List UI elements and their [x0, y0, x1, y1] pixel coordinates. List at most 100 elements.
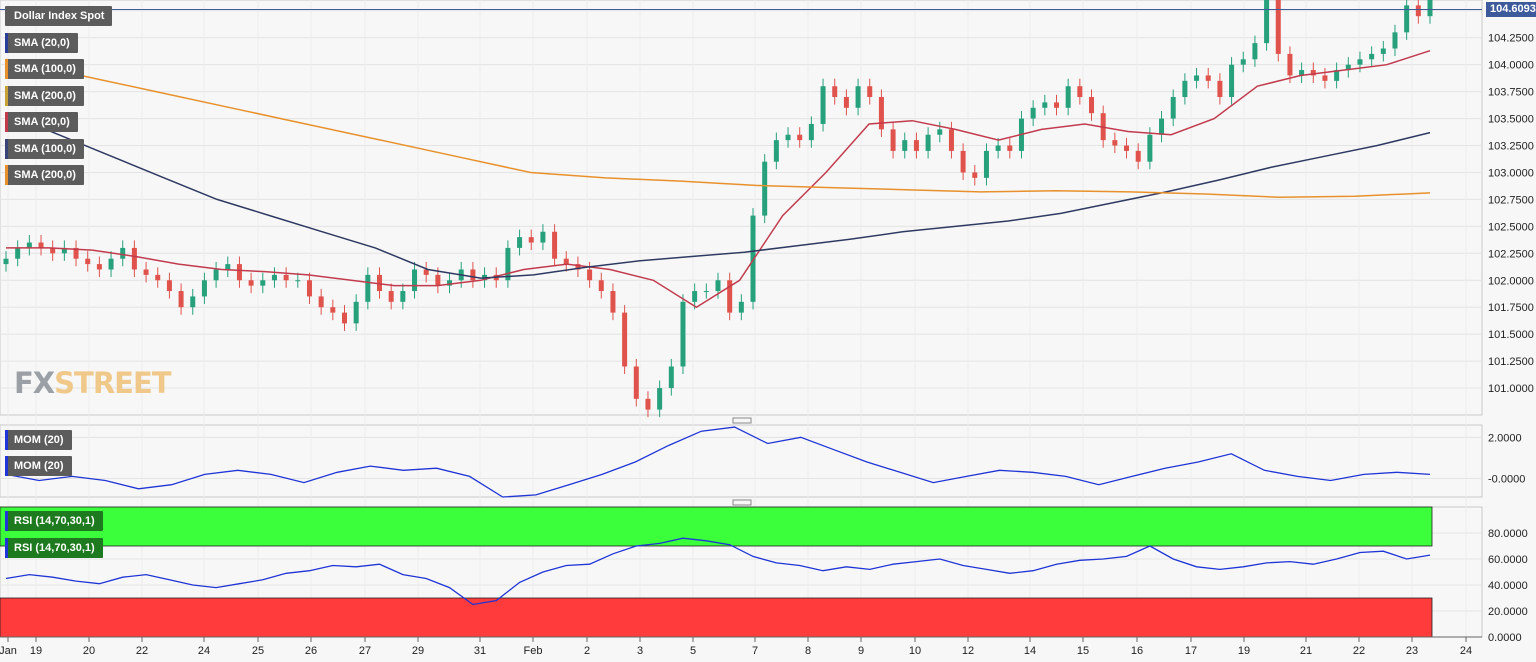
candle-body — [1030, 107, 1036, 119]
pane-resize-handle[interactable] — [732, 499, 752, 506]
candle-body — [1299, 70, 1305, 76]
y-tick-label: 102.5000 — [1488, 221, 1534, 233]
legend-mom-a[interactable]: MOM (20) — [5, 430, 72, 450]
x-tick-label: 5 — [690, 645, 696, 657]
y-tick-label: 103.0000 — [1488, 167, 1534, 179]
legend-sma-100-a[interactable]: SMA (100,0) — [5, 59, 84, 79]
x-tick-label: 20 — [83, 645, 95, 657]
y-tick-label: 101.7500 — [1488, 302, 1534, 314]
x-axis: Jan 19 20 22 24 25 26 27 29 31 Feb 2 3 5 7 8 9 10 12 14 15 16… — [0, 636, 1482, 657]
x-tick-label: 26 — [305, 645, 317, 657]
legend-rsi-b[interactable]: RSI (14,70,30,1) — [5, 538, 103, 558]
candle-body — [517, 237, 523, 248]
y-tick-label: 101.2500 — [1488, 356, 1534, 368]
x-tick-label: 2 — [584, 645, 590, 657]
candle-body — [388, 291, 394, 302]
x-tick-label: 15 — [1077, 645, 1089, 657]
candle-body — [937, 129, 943, 135]
candle-body — [995, 145, 1001, 151]
candle-body — [1229, 64, 1235, 98]
candle-body — [201, 280, 207, 297]
candle-body — [1124, 145, 1130, 151]
y-tick-label: 103.2500 — [1488, 141, 1534, 153]
candle-body — [1194, 75, 1200, 81]
candle-body — [1042, 102, 1048, 108]
candle-body — [948, 129, 954, 151]
candle-body — [680, 301, 686, 367]
candle-body — [1089, 97, 1095, 114]
candle-body — [155, 274, 161, 281]
rsi-tick-label: 20.0000 — [1488, 606, 1528, 618]
candle-body — [61, 247, 67, 254]
candle-body — [1404, 5, 1410, 33]
instrument-label[interactable]: Dollar Index Spot — [5, 6, 113, 26]
legend-sma-100-b[interactable]: SMA (100,0) — [5, 139, 84, 159]
candle-body — [773, 140, 779, 162]
oversold-zone — [0, 597, 1433, 638]
x-tick-label: Jan — [0, 645, 17, 657]
candle-body — [552, 231, 558, 259]
candle-body — [913, 140, 919, 151]
candle-body — [832, 86, 838, 98]
mom-panel — [0, 424, 1483, 498]
sma-line — [5, 112, 1431, 279]
legend-label: RSI (14,70,30,1) — [14, 542, 95, 554]
candle-body — [1369, 53, 1375, 60]
candle-body — [1310, 70, 1316, 76]
candle-body — [890, 129, 896, 151]
candle-body — [143, 269, 149, 275]
candle-body — [785, 134, 791, 141]
rsi-tick-label: 60.0000 — [1488, 554, 1528, 566]
candle-body — [470, 269, 476, 281]
candle-body — [400, 291, 406, 302]
x-tick-label: 31 — [474, 645, 486, 657]
candle-body — [762, 161, 768, 216]
candle-body — [703, 291, 709, 293]
candle-body — [1065, 86, 1071, 108]
x-tick-label: 16 — [1131, 645, 1143, 657]
candle-body — [738, 301, 744, 313]
candle-body — [1357, 59, 1363, 65]
legend-mom-b[interactable]: MOM (20) — [5, 456, 72, 476]
candle-body — [341, 312, 347, 324]
legend-sma-200-b[interactable]: SMA (200,0) — [5, 165, 84, 185]
candle-body — [15, 247, 21, 259]
candle-body — [1077, 86, 1083, 98]
candle-body — [505, 247, 511, 281]
x-tick-label: 27 — [359, 645, 371, 657]
candle-body — [271, 274, 277, 281]
candle-body — [1392, 32, 1398, 49]
y-tick-label: 102.7500 — [1488, 194, 1534, 206]
candle-body — [1159, 118, 1165, 135]
legend-sma-20-a[interactable]: SMA (20,0) — [5, 33, 78, 53]
x-tick-label: 22 — [1353, 645, 1365, 657]
legend-label: SMA (100,0) — [14, 63, 76, 75]
candle-body — [972, 172, 978, 178]
legend-sma-200-a[interactable]: SMA (200,0) — [5, 86, 84, 106]
y-tick-label: 102.2500 — [1488, 248, 1534, 260]
legend-sma-20-b[interactable]: SMA (20,0) — [5, 112, 78, 132]
candle-body — [645, 398, 651, 410]
candle-body — [377, 274, 383, 292]
x-tick-label: 10 — [909, 645, 921, 657]
sma-line — [5, 58, 1431, 199]
y-axis: 101.0000 101.2500 101.5000 101.7500 102.0000… — [1488, 6, 1534, 644]
candle-body — [622, 312, 628, 367]
candle-body — [236, 264, 242, 281]
candle-body — [108, 258, 114, 270]
legend-label: SMA (200,0) — [14, 169, 76, 181]
x-tick-label: 23 — [1406, 645, 1418, 657]
x-tick-label: 8 — [805, 645, 811, 657]
candle-body — [1345, 64, 1351, 71]
y-tick-label: 101.0000 — [1488, 383, 1534, 395]
candle-body — [318, 296, 324, 308]
candle-body — [692, 291, 698, 302]
rsi-tick-label: 40.0000 — [1488, 580, 1528, 592]
candle-body — [178, 291, 184, 308]
candle-body — [1112, 140, 1118, 146]
legend-rsi-a[interactable]: RSI (14,70,30,1) — [5, 511, 103, 531]
pane-resize-handle[interactable] — [732, 417, 752, 424]
candle-body — [447, 280, 453, 286]
candle-body — [1380, 48, 1386, 54]
candle-body — [1322, 75, 1328, 81]
